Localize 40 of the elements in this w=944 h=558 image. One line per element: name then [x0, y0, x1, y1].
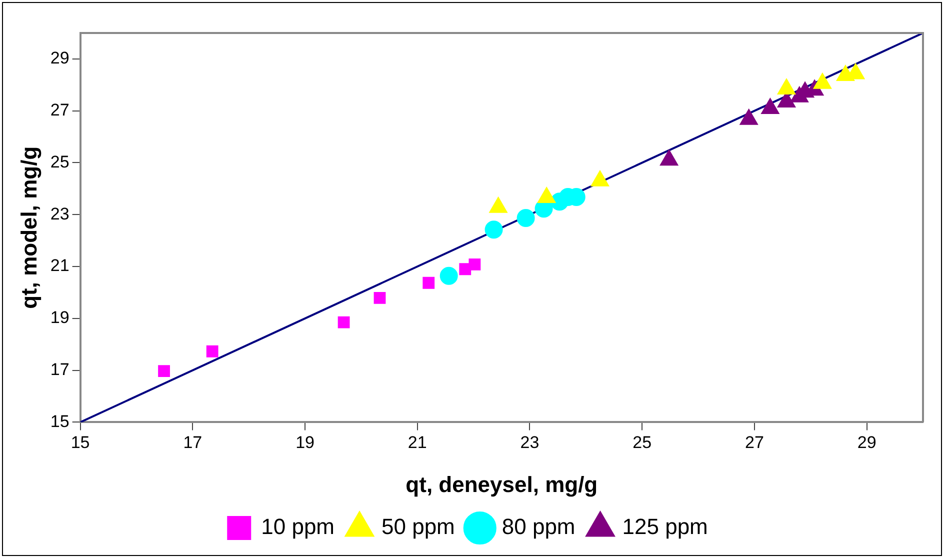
y-tick-label: 25 [50, 152, 70, 172]
y-axis-title: qt, model, mg/g [16, 146, 42, 309]
y-tick-label: 27 [50, 100, 70, 120]
point [538, 188, 556, 203]
x-tick-label: 25 [632, 433, 652, 452]
point [158, 365, 170, 378]
x-tick-label: 27 [745, 433, 764, 452]
point [468, 258, 481, 270]
point [338, 316, 350, 328]
legend-label: 10 ppm [261, 514, 335, 540]
x-tick-label: 23 [520, 433, 540, 452]
y-tick-label: 23 [50, 204, 70, 224]
x-tick-label: 19 [296, 433, 314, 452]
y-tick-label: 19 [50, 308, 70, 328]
x-tick-label: 29 [857, 433, 876, 452]
point [814, 73, 832, 89]
point [484, 220, 503, 239]
point [489, 197, 508, 213]
point [422, 276, 435, 289]
point [516, 209, 535, 227]
point [761, 98, 779, 114]
x-axis-title: qt, deneysel, mg/g [406, 472, 598, 497]
point [591, 170, 609, 186]
x-tick-label: 15 [70, 433, 90, 452]
point [778, 79, 796, 95]
y-tick-label: 29 [50, 48, 70, 68]
point [660, 150, 678, 166]
point [374, 292, 386, 304]
point [740, 109, 758, 125]
y-tick-label: 15 [50, 412, 70, 431]
legend-label: 50 ppm [382, 514, 455, 540]
point [440, 266, 458, 285]
y-tick-label: 21 [50, 256, 70, 276]
point [459, 263, 472, 276]
point [206, 345, 218, 358]
legend-label: 125 ppm [622, 514, 708, 540]
legend-label: 80 ppm [502, 514, 576, 540]
x-tick-label: 21 [408, 433, 427, 452]
x-tick-label: 17 [183, 433, 202, 452]
y-tick-label: 17 [50, 360, 70, 379]
